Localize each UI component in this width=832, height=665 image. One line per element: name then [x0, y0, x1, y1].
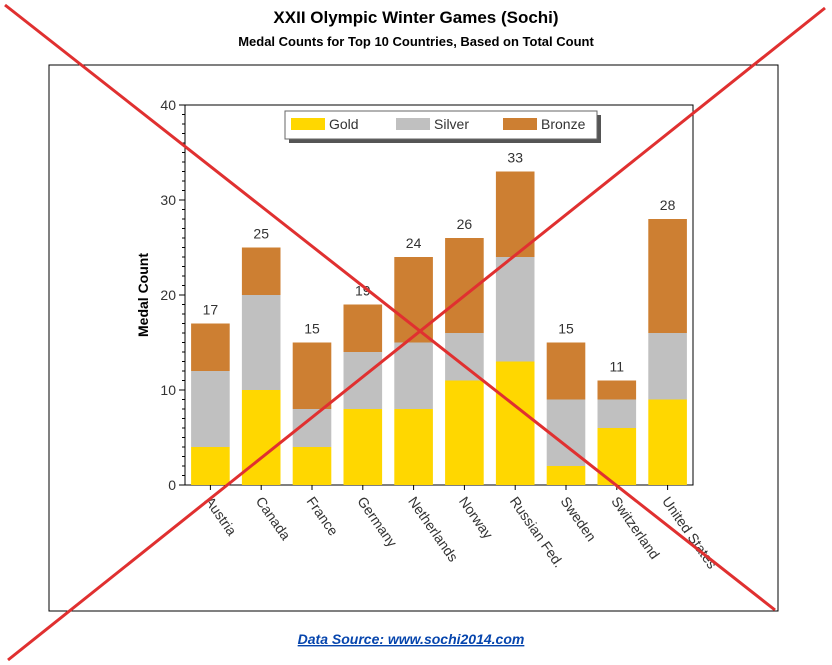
y-tick-label: 20 [160, 287, 176, 303]
bar-bronze-austria [191, 323, 230, 371]
bar-total-label: 15 [304, 321, 320, 337]
bar-bronze-france [292, 342, 332, 409]
bar-gold-sweden [546, 466, 586, 485]
x-category-label: Germany [354, 494, 400, 550]
legend-label-bronze: Bronze [541, 116, 586, 132]
chart-subtitle: Medal Counts for Top 10 Countries, Based… [238, 34, 594, 49]
bar-gold-russian-fed [495, 361, 535, 485]
bar-silver-united-states [648, 333, 687, 400]
bar-gold-germany [343, 409, 383, 485]
chart-title: XXII Olympic Winter Games (Sochi) [273, 8, 558, 27]
legend-label-gold: Gold [329, 116, 359, 132]
bar-silver-austria [191, 371, 230, 447]
y-axis: 0 10 20 30 40 [160, 97, 185, 493]
bar-total-label: 15 [558, 321, 574, 337]
bar-bronze-switzerland [597, 380, 637, 400]
bar-silver-germany [343, 352, 383, 409]
bar-total-labels: 17 25 15 19 24 26 33 15 11 28 [203, 150, 676, 375]
bar-total-label: 24 [406, 235, 422, 251]
bar-total-label: 25 [253, 226, 269, 242]
data-source-link[interactable]: Data Source: www.sochi2014.com [298, 631, 525, 647]
x-category-label: France [304, 494, 342, 539]
x-category-label: Switzerland [608, 494, 663, 562]
bar-total-label: 17 [203, 302, 219, 318]
legend-swatch-bronze [503, 118, 537, 130]
bar-bronze-germany [343, 304, 383, 352]
bar-bronze-netherlands [394, 257, 433, 343]
red-x-overlay [4, 3, 826, 662]
bar-total-label: 33 [507, 150, 523, 166]
x-category-label: Norway [456, 494, 496, 542]
bar-total-label: 11 [610, 359, 625, 375]
bar-silver-netherlands [394, 342, 433, 409]
bar-bronze-canada [241, 247, 281, 295]
bar-silver-russian-fed [495, 257, 535, 362]
bar-bronze-sweden [546, 342, 586, 400]
bar-silver-canada [241, 295, 281, 390]
x-category-label: Sweden [558, 494, 600, 545]
y-tick-label: 10 [160, 382, 176, 398]
red-x-stroke-2 [7, 6, 826, 662]
legend-label-silver: Silver [434, 116, 469, 132]
bar-total-label: 26 [457, 216, 473, 232]
bar-total-label: 28 [660, 197, 676, 213]
bar-gold-austria [191, 447, 230, 485]
bars [191, 171, 687, 485]
x-category-label: Russian Fed. [507, 494, 567, 571]
bar-gold-france [292, 447, 332, 485]
bar-gold-norway [445, 380, 484, 485]
bar-gold-canada [241, 390, 281, 485]
y-tick-label: 30 [160, 192, 176, 208]
x-category-label: Netherlands [405, 494, 461, 565]
bar-gold-netherlands [394, 409, 433, 485]
outer-frame [48, 64, 779, 612]
red-x-stroke-1 [4, 3, 776, 612]
y-tick-label: 40 [160, 97, 176, 113]
x-category-label: Canada [253, 494, 294, 544]
legend-swatch-gold [291, 118, 325, 130]
legend: Gold Silver Bronze [284, 110, 601, 143]
legend-swatch-silver [396, 118, 430, 130]
bar-silver-switzerland [597, 399, 637, 428]
x-axis-labels: Austria Canada France Germany NetherlandsNor… [202, 485, 720, 572]
bar-gold-united-states [648, 399, 687, 485]
y-tick-label: 0 [168, 477, 176, 493]
bar-bronze-russian-fed [495, 171, 535, 257]
bar-bronze-united-states [648, 219, 687, 333]
legend-box [284, 110, 598, 140]
bar-total-label: 19 [355, 283, 371, 299]
y-axis-label: Medal Count [135, 253, 151, 337]
